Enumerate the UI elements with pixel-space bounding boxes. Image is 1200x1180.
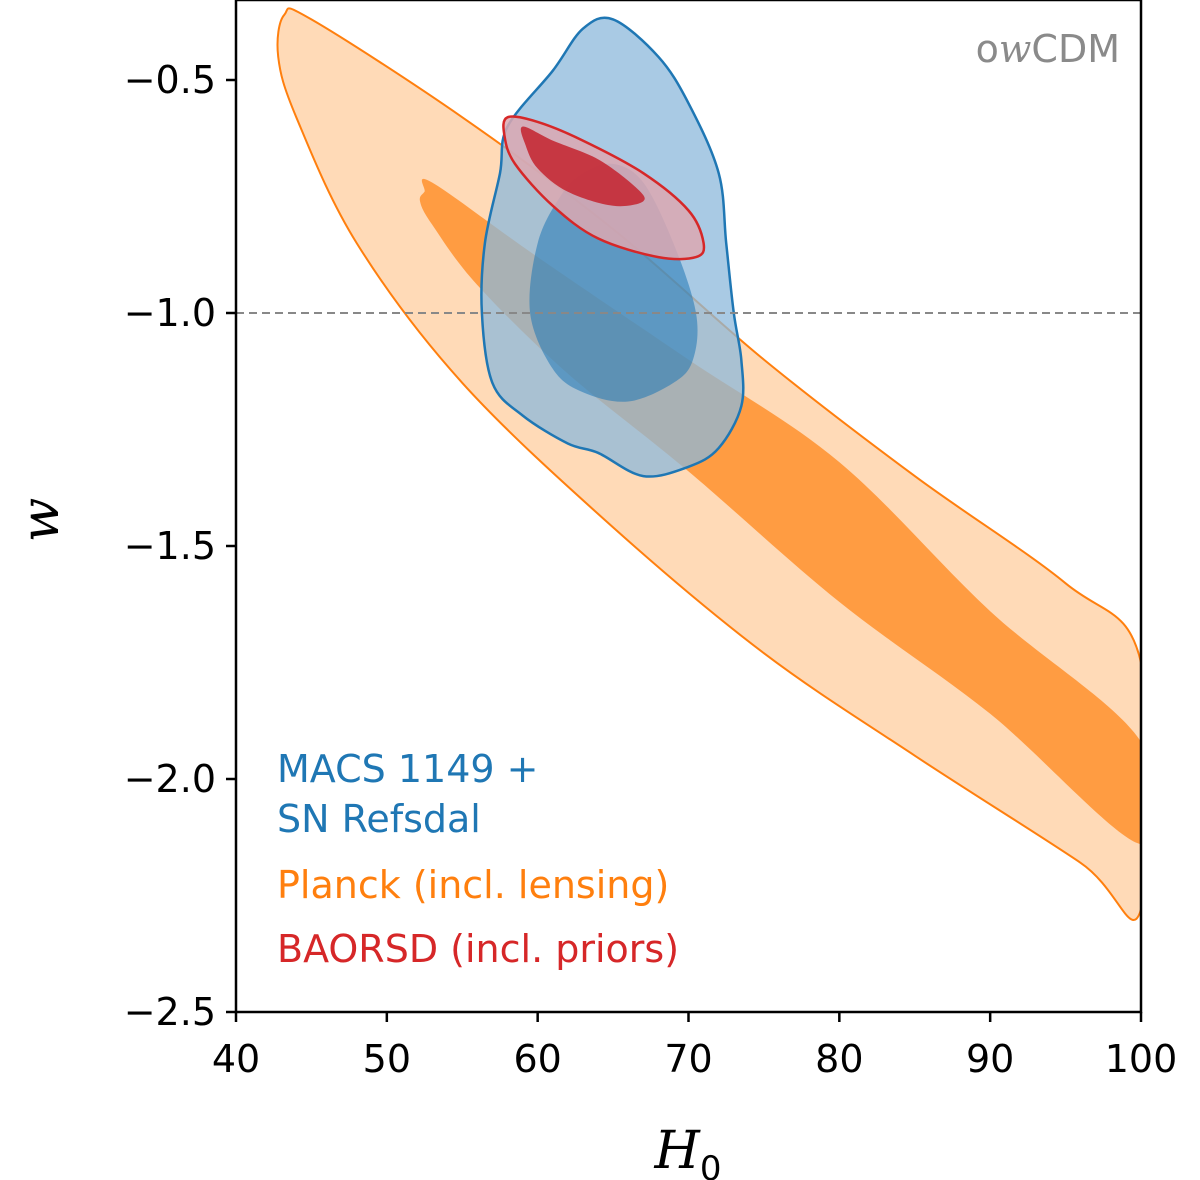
y-axis: −0.5 −1.0 −1.5 −2.0 −2.5 bbox=[124, 58, 236, 1034]
y-tick-label: −0.5 bbox=[124, 58, 216, 102]
legend-macs-line-1: MACS 1149 + bbox=[277, 747, 538, 791]
x-axis-label: H0 bbox=[654, 1121, 722, 1180]
x-tick-label: 50 bbox=[363, 1037, 411, 1081]
x-tick: 50 bbox=[363, 1012, 411, 1081]
x-tick: 90 bbox=[966, 1012, 1014, 1081]
y-tick: −1.0 bbox=[124, 291, 236, 335]
baorsd-inner-contour bbox=[520, 126, 645, 207]
x-tick: 70 bbox=[664, 1012, 713, 1081]
x-tick-label: 90 bbox=[966, 1037, 1014, 1081]
x-tick: 100 bbox=[1105, 1012, 1178, 1081]
y-tick: −0.5 bbox=[124, 58, 236, 102]
legend-baorsd: BAORSD (incl. priors) bbox=[277, 927, 679, 971]
x-tick-label: 80 bbox=[815, 1037, 863, 1081]
x-tick: 60 bbox=[513, 1012, 562, 1081]
legend: MACS 1149 + SN Refsdal Planck (incl. len… bbox=[277, 747, 679, 971]
y-tick: −2.0 bbox=[124, 757, 236, 801]
y-tick: −1.5 bbox=[124, 524, 236, 568]
y-tick-label: −2.0 bbox=[124, 757, 216, 801]
x-axis: 40 50 60 70 80 90 100 bbox=[212, 1012, 1177, 1081]
model-label: owCDM bbox=[976, 27, 1120, 71]
y-tick: −2.5 bbox=[124, 990, 236, 1034]
x-tick-label: 60 bbox=[513, 1037, 561, 1081]
y-tick-label: −1.5 bbox=[124, 524, 216, 568]
plot-area bbox=[236, 7, 1141, 921]
legend-planck: Planck (incl. lensing) bbox=[277, 863, 669, 907]
x-tick-label: 100 bbox=[1105, 1037, 1178, 1081]
y-axis-label: w bbox=[11, 498, 71, 543]
x-tick-label: 40 bbox=[212, 1037, 260, 1081]
y-tick-label: −2.5 bbox=[124, 990, 216, 1034]
x-tick: 40 bbox=[212, 1012, 260, 1081]
x-tick-label: 70 bbox=[664, 1037, 712, 1081]
y-tick-label: −1.0 bbox=[124, 291, 216, 335]
legend-macs-line-2: SN Refsdal bbox=[277, 797, 481, 841]
x-tick: 80 bbox=[815, 1012, 864, 1081]
